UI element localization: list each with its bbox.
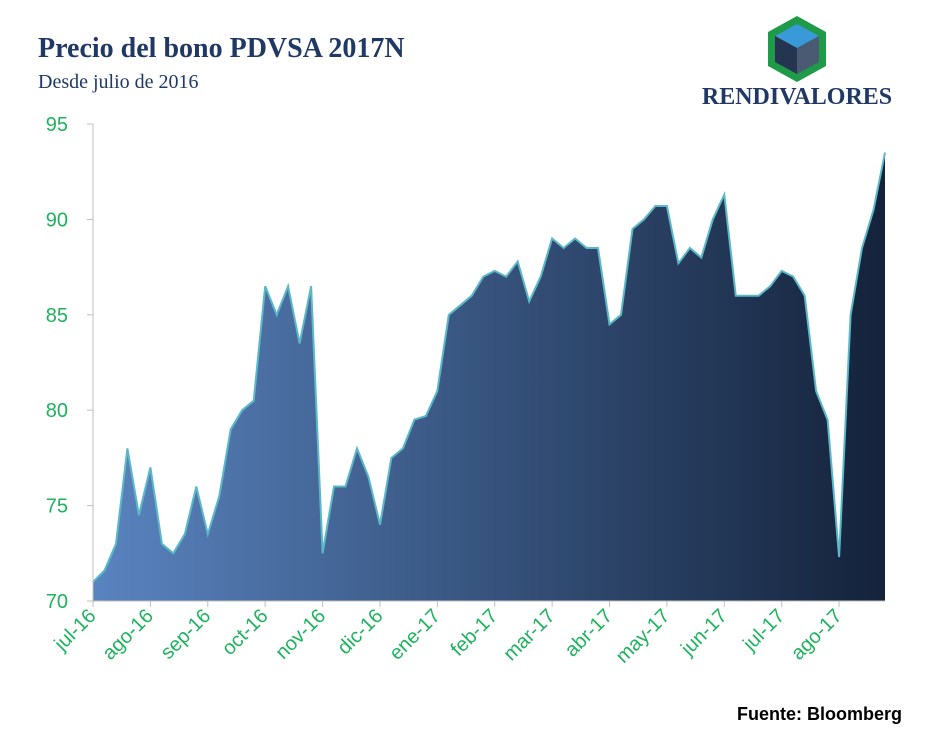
x-tick-label: sep-16 (157, 605, 216, 664)
x-tick-label: ago-16 (98, 605, 158, 665)
x-tick-label: nov-16 (271, 605, 330, 664)
x-tick-label: dic-16 (333, 605, 387, 659)
y-tick-label: 95 (46, 114, 68, 136)
y-tick-label: 90 (46, 209, 68, 231)
source-note: Fuente: Bloomberg (737, 704, 902, 724)
x-tick-label: ago-17 (787, 605, 847, 665)
x-tick-label: mar-17 (499, 605, 559, 665)
x-tick-label: feb-17 (447, 605, 503, 661)
logo-text: RENDIVALORES (702, 84, 892, 110)
x-tick-label: jun-17 (676, 605, 732, 661)
y-tick-label: 70 (46, 591, 68, 613)
chart-subtitle: Desde julio de 2016 (38, 71, 199, 93)
area-fill (93, 152, 885, 601)
x-tick-label: may-17 (612, 605, 675, 668)
area-line (92, 152, 886, 583)
y-tick-label: 85 (46, 305, 68, 327)
logo-icon (768, 16, 826, 82)
x-tick-label: jul-17 (738, 605, 789, 656)
chart-title: Precio del bono PDVSA 2017N (38, 33, 405, 64)
x-tick-label: oct-16 (218, 605, 273, 660)
y-tick-label: 75 (46, 496, 68, 518)
x-tick-label: ene-17 (385, 605, 445, 665)
x-tick-label: abr-17 (561, 605, 617, 661)
y-tick-label: 80 (46, 400, 68, 422)
